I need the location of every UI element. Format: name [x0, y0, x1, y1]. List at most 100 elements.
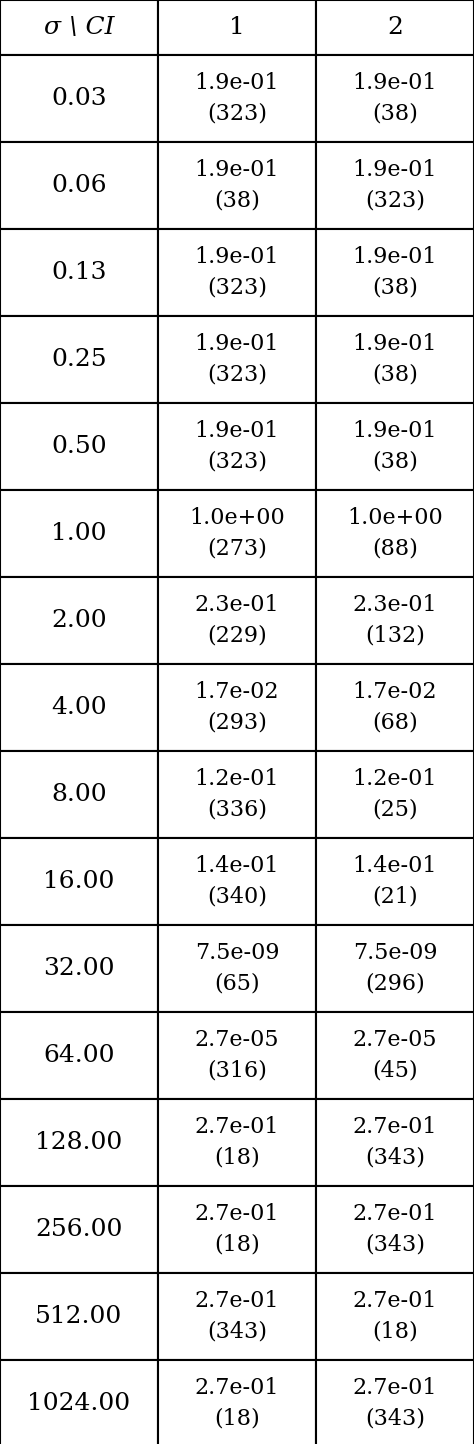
Bar	[158, 926, 316, 1012]
Text: 2.3e-01
(229): 2.3e-01 (229)	[195, 595, 279, 647]
Bar	[158, 1186, 316, 1274]
Text: 4.00: 4.00	[51, 696, 107, 719]
Text: 7.5e-09
(296): 7.5e-09 (296)	[353, 943, 437, 995]
Text: 2.7e-05
(316): 2.7e-05 (316)	[195, 1030, 279, 1082]
Bar	[158, 1012, 316, 1099]
Bar	[0, 1186, 158, 1274]
Bar	[158, 230, 316, 316]
Text: 2.7e-01
(343): 2.7e-01 (343)	[195, 1291, 279, 1343]
Text: 2: 2	[387, 16, 403, 39]
Text: 1.9e-01
(323): 1.9e-01 (323)	[195, 420, 279, 472]
Bar	[316, 1360, 474, 1444]
Bar	[316, 0, 474, 55]
Text: 1.00: 1.00	[51, 521, 107, 544]
Bar	[0, 55, 158, 142]
Bar	[158, 838, 316, 926]
Text: 2.7e-01
(18): 2.7e-01 (18)	[195, 1378, 279, 1430]
Bar	[316, 1274, 474, 1360]
Bar	[158, 403, 316, 490]
Text: 128.00: 128.00	[36, 1131, 123, 1154]
Text: 1024.00: 1024.00	[27, 1392, 130, 1415]
Text: 16.00: 16.00	[43, 869, 115, 892]
Text: 1.9e-01
(38): 1.9e-01 (38)	[353, 72, 437, 124]
Text: 1.9e-01
(323): 1.9e-01 (323)	[195, 247, 279, 299]
Bar	[316, 142, 474, 230]
Text: 1.9e-01
(323): 1.9e-01 (323)	[353, 159, 437, 212]
Text: 1.2e-01
(336): 1.2e-01 (336)	[195, 768, 279, 820]
Bar	[0, 838, 158, 926]
Text: 1.9e-01
(323): 1.9e-01 (323)	[195, 72, 279, 124]
Text: 2.7e-01
(18): 2.7e-01 (18)	[353, 1291, 437, 1343]
Text: 2.00: 2.00	[51, 609, 107, 632]
Bar	[0, 490, 158, 578]
Bar	[0, 142, 158, 230]
Text: 1: 1	[229, 16, 245, 39]
Text: 1.9e-01
(38): 1.9e-01 (38)	[353, 247, 437, 299]
Text: 1.7e-02
(293): 1.7e-02 (293)	[195, 682, 279, 734]
Bar	[316, 1012, 474, 1099]
Text: 32.00: 32.00	[43, 957, 115, 980]
Bar	[0, 1274, 158, 1360]
Bar	[316, 316, 474, 403]
Bar	[316, 664, 474, 751]
Text: 7.5e-09
(65): 7.5e-09 (65)	[195, 943, 279, 995]
Bar	[0, 1012, 158, 1099]
Text: 512.00: 512.00	[36, 1305, 123, 1328]
Text: σ \ CI: σ \ CI	[44, 16, 114, 39]
Text: 1.9e-01
(38): 1.9e-01 (38)	[353, 334, 437, 386]
Bar	[158, 316, 316, 403]
Bar	[158, 1274, 316, 1360]
Text: 1.2e-01
(25): 1.2e-01 (25)	[353, 768, 437, 820]
Bar	[0, 230, 158, 316]
Bar	[0, 664, 158, 751]
Bar	[0, 403, 158, 490]
Bar	[158, 1099, 316, 1186]
Text: 0.06: 0.06	[51, 173, 107, 196]
Text: 2.7e-01
(343): 2.7e-01 (343)	[353, 1203, 437, 1256]
Bar	[158, 490, 316, 578]
Text: 2.7e-01
(343): 2.7e-01 (343)	[353, 1378, 437, 1430]
Bar	[0, 926, 158, 1012]
Bar	[316, 230, 474, 316]
Text: 0.25: 0.25	[51, 348, 107, 371]
Text: 0.03: 0.03	[51, 87, 107, 110]
Bar	[158, 664, 316, 751]
Text: 1.7e-02
(68): 1.7e-02 (68)	[353, 682, 437, 734]
Text: 1.9e-01
(323): 1.9e-01 (323)	[195, 334, 279, 386]
Bar	[316, 403, 474, 490]
Bar	[0, 0, 158, 55]
Text: 1.9e-01
(38): 1.9e-01 (38)	[353, 420, 437, 472]
Text: 1.4e-01
(21): 1.4e-01 (21)	[353, 855, 437, 908]
Text: 2.7e-05
(45): 2.7e-05 (45)	[353, 1030, 437, 1082]
Bar	[316, 1186, 474, 1274]
Text: 2.7e-01
(18): 2.7e-01 (18)	[195, 1116, 279, 1168]
Text: 0.50: 0.50	[51, 435, 107, 458]
Bar	[158, 0, 316, 55]
Bar	[158, 142, 316, 230]
Bar	[316, 926, 474, 1012]
Text: 2.3e-01
(132): 2.3e-01 (132)	[353, 595, 438, 647]
Text: 64.00: 64.00	[43, 1044, 115, 1067]
Bar	[316, 1099, 474, 1186]
Text: 1.9e-01
(38): 1.9e-01 (38)	[195, 159, 279, 212]
Bar	[316, 838, 474, 926]
Bar	[316, 55, 474, 142]
Bar	[158, 1360, 316, 1444]
Bar	[0, 751, 158, 838]
Bar	[316, 751, 474, 838]
Text: 8.00: 8.00	[51, 783, 107, 806]
Bar	[0, 578, 158, 664]
Bar	[158, 55, 316, 142]
Text: 2.7e-01
(18): 2.7e-01 (18)	[195, 1203, 279, 1256]
Text: 0.13: 0.13	[51, 261, 107, 284]
Text: 256.00: 256.00	[35, 1217, 123, 1240]
Bar	[0, 1360, 158, 1444]
Bar	[158, 751, 316, 838]
Text: 2.7e-01
(343): 2.7e-01 (343)	[353, 1116, 437, 1168]
Bar	[158, 578, 316, 664]
Bar	[0, 316, 158, 403]
Bar	[316, 578, 474, 664]
Bar	[0, 1099, 158, 1186]
Text: 1.0e+00
(88): 1.0e+00 (88)	[347, 507, 443, 560]
Bar	[316, 490, 474, 578]
